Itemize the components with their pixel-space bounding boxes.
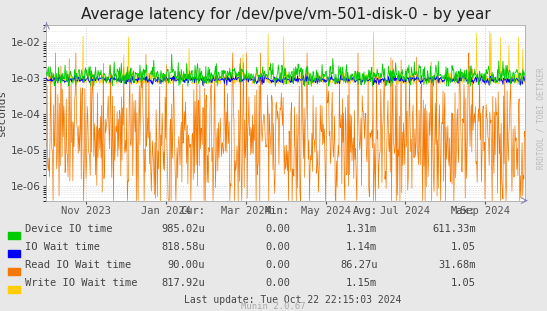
Text: 817.92u: 817.92u <box>161 278 205 288</box>
Text: 611.33m: 611.33m <box>432 224 476 234</box>
Text: 0.00: 0.00 <box>265 224 290 234</box>
Text: Cur:: Cur: <box>180 206 205 216</box>
Text: 1.05: 1.05 <box>451 278 476 288</box>
Text: Write IO Wait time: Write IO Wait time <box>25 278 137 288</box>
Text: 1.14m: 1.14m <box>346 242 377 252</box>
Text: Max:: Max: <box>451 206 476 216</box>
Text: 31.68m: 31.68m <box>438 260 476 270</box>
Text: 0.00: 0.00 <box>265 260 290 270</box>
Text: 818.58u: 818.58u <box>161 242 205 252</box>
Text: RRDTOOL / TOBI OETIKER: RRDTOOL / TOBI OETIKER <box>537 67 546 169</box>
Text: 86.27u: 86.27u <box>340 260 377 270</box>
Text: Last update: Tue Oct 22 22:15:03 2024: Last update: Tue Oct 22 22:15:03 2024 <box>184 295 401 305</box>
Text: 1.15m: 1.15m <box>346 278 377 288</box>
Text: IO Wait time: IO Wait time <box>25 242 100 252</box>
Text: 0.00: 0.00 <box>265 278 290 288</box>
Text: 1.05: 1.05 <box>451 242 476 252</box>
Text: Device IO time: Device IO time <box>25 224 112 234</box>
Text: Min:: Min: <box>265 206 290 216</box>
Text: 90.00u: 90.00u <box>167 260 205 270</box>
Text: 985.02u: 985.02u <box>161 224 205 234</box>
Y-axis label: seconds: seconds <box>0 89 7 136</box>
Text: 1.31m: 1.31m <box>346 224 377 234</box>
Text: Munin 2.0.67: Munin 2.0.67 <box>241 302 306 311</box>
Text: 0.00: 0.00 <box>265 242 290 252</box>
Text: Avg:: Avg: <box>352 206 377 216</box>
Title: Average latency for /dev/pve/vm-501-disk-0 - by year: Average latency for /dev/pve/vm-501-disk… <box>81 7 491 22</box>
Text: Read IO Wait time: Read IO Wait time <box>25 260 131 270</box>
